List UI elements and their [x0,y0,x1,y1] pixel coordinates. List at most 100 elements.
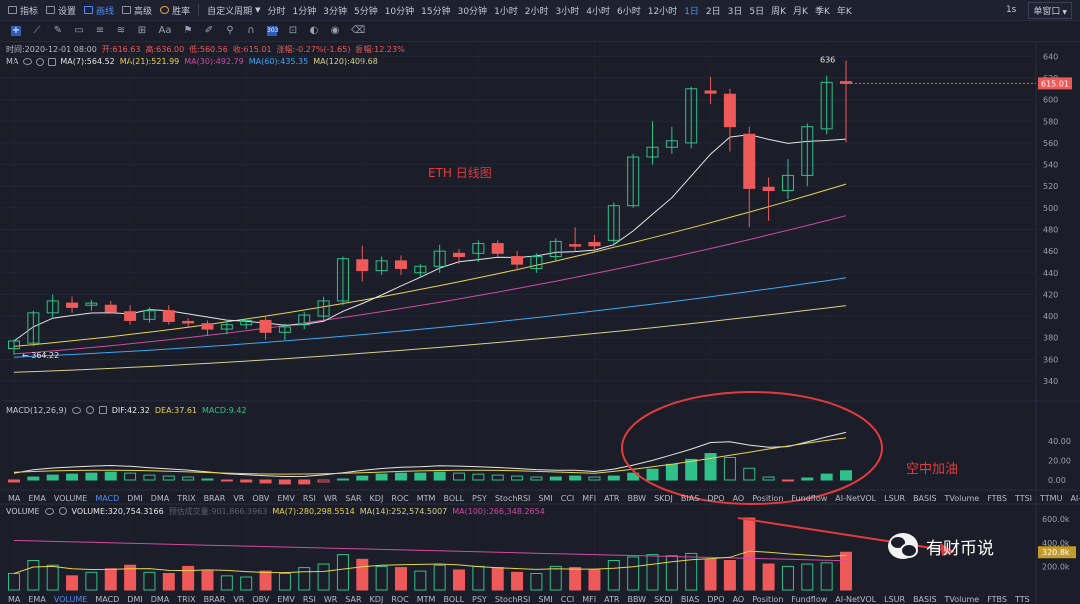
indicator-tab[interactable]: ROC [391,494,409,503]
period-tab[interactable]: 3日 [727,6,743,17]
indicator-tab[interactable]: MFI [582,494,597,503]
period-tab[interactable]: 4小时 [586,6,610,17]
eye-icon[interactable] [44,507,54,515]
indicator-tab[interactable]: PSY [472,595,487,604]
indicator-tab[interactable]: AI-BSI [1070,494,1080,503]
period-tab[interactable]: 1小时 [494,6,518,17]
eye-icon[interactable] [23,58,33,65]
window-mode-dropdown[interactable]: 单窗口 ▼ [1028,1,1072,19]
indicator-tab[interactable]: BBW [627,595,647,604]
indicator-tab[interactable]: MTM [416,494,436,503]
period-tab[interactable]: 季K [814,6,830,17]
indicator-tab[interactable]: VOLUME [53,494,88,503]
period-tab[interactable]: 1分钟 [292,6,317,17]
horizontal-lines-tool-icon[interactable]: ≡ [95,25,105,36]
indicator-tab[interactable]: MTM [416,595,436,604]
gear-icon[interactable] [58,507,67,515]
zoom-tool-icon[interactable]: 303 [267,26,279,36]
trendline-tool-icon[interactable]: ⟋ [33,25,41,36]
crosshair-tool-icon[interactable]: + [11,25,21,36]
indicator-tab[interactable]: TTMU [1040,494,1063,503]
period-tab[interactable]: 分时 [267,6,286,17]
indicator-tab[interactable]: RSI [302,595,316,604]
period-tab[interactable]: 5日 [749,6,765,17]
period-tab[interactable]: 2小时 [524,6,549,17]
indicator-tab[interactable]: MA [8,595,21,604]
indicator-tab[interactable]: DMI [127,494,143,503]
indicator-tab[interactable]: EMV [277,595,295,604]
indicator-tab[interactable]: VOLUME [53,595,88,604]
period-tab[interactable]: 15分钟 [421,6,451,17]
indicator-tab[interactable]: AI-NetVOL [835,595,877,604]
custom-period-dropdown[interactable]: 自定义周期 ▼ [207,6,261,17]
period-tab[interactable]: 10分钟 [384,6,415,17]
measure-tool-icon[interactable]: ⊞ [137,25,147,36]
indicator-tab[interactable]: TRIX [177,494,196,503]
pen-tool-icon[interactable]: ✎ [53,25,63,36]
indicator-tab[interactable]: BRAR [203,494,226,503]
indicator-tab[interactable]: Position [752,494,784,503]
indicator-tab[interactable]: BBW [627,494,647,503]
period-tab[interactable]: 月K [793,6,808,17]
period-tab[interactable]: 12小时 [647,6,678,17]
indicator-tab[interactable]: AO [732,494,745,503]
indicator-tab[interactable]: PSY [472,494,487,503]
indicator-tab[interactable]: VR [233,494,245,503]
interval-selector[interactable]: 1s [1005,5,1017,15]
magnet-tool-icon[interactable]: ∩ [247,25,255,36]
indicator-tab[interactable]: TRIX [177,595,196,604]
indicator-tab[interactable]: OBV [252,595,270,604]
period-tab[interactable]: 5分钟 [353,6,378,17]
period-tab[interactable]: 年K [836,6,852,17]
period-tab[interactable]: 3分钟 [323,6,347,17]
period-tab[interactable]: 30分钟 [457,6,488,17]
indicator-tab[interactable]: TVolume [944,494,980,503]
indicator-tab[interactable]: RSI [302,494,316,503]
indicator-tab[interactable]: BIAS [680,494,700,503]
indicator-tab[interactable]: Position [752,595,784,604]
indicator-tab[interactable]: TTSI [1014,494,1033,503]
indicator-tab[interactable]: DPO [707,595,725,604]
toolbar-item-indicator[interactable]: 指标 [8,4,38,17]
period-tab[interactable]: 1日 [684,6,699,17]
indicator-tab[interactable]: SKDJ [654,494,673,503]
indicator-tab[interactable]: BRAR [203,595,226,604]
indicator-tab[interactable]: VR [233,595,245,604]
toolbar-item-settings[interactable]: 设置 [46,4,76,17]
indicator-tab[interactable]: ATR [604,494,620,503]
indicator-tab[interactable]: StochRSI [494,595,531,604]
period-tab[interactable]: 3小时 [555,6,580,17]
indicator-tab[interactable]: CCI [560,595,575,604]
gear-icon[interactable] [36,57,45,66]
indicator-tab[interactable]: TVolume [944,595,980,604]
brush-tool-icon[interactable]: ✐ [204,25,214,36]
indicator-tab[interactable]: SMI [538,494,553,503]
indicator-tab[interactable]: SKDJ [654,595,673,604]
indicator-tab[interactable]: MFI [582,595,597,604]
indicator-tab[interactable]: EMA [28,494,46,503]
indicator-tab[interactable]: KDJ [369,494,384,503]
marker-tool-icon[interactable]: ⚑ [183,25,193,36]
indicator-tab[interactable]: BIAS [680,595,700,604]
indicator-tab[interactable]: DMI [127,595,143,604]
close-icon[interactable] [98,406,107,414]
indicator-tab[interactable]: EMA [28,595,46,604]
fib-tool-icon[interactable]: ≋ [116,25,126,36]
indicator-tab[interactable]: ROC [391,595,409,604]
text-tool-icon[interactable]: Aa [158,25,172,36]
ruler-tool-icon[interactable]: ⚲ [226,25,234,36]
indicator-tab[interactable]: SAR [345,494,362,503]
indicator-tab[interactable]: StochRSI [494,494,531,503]
indicator-tab[interactable]: AO [732,595,745,604]
indicator-tab[interactable]: BOLL [443,494,465,503]
visibility-tool-icon[interactable]: ◉ [330,25,340,36]
period-tab[interactable]: 2日 [705,6,721,17]
indicator-tab[interactable]: WR [323,494,338,503]
indicator-tab[interactable]: DMA [150,595,170,604]
indicator-tab[interactable]: ATR [604,595,620,604]
indicator-tab[interactable]: BASIS [913,494,937,503]
period-tab[interactable]: 6小时 [617,6,641,17]
indicator-tab[interactable]: FTBS [987,494,1007,503]
toolbar-item-winrate[interactable]: 胜率 [160,4,190,17]
